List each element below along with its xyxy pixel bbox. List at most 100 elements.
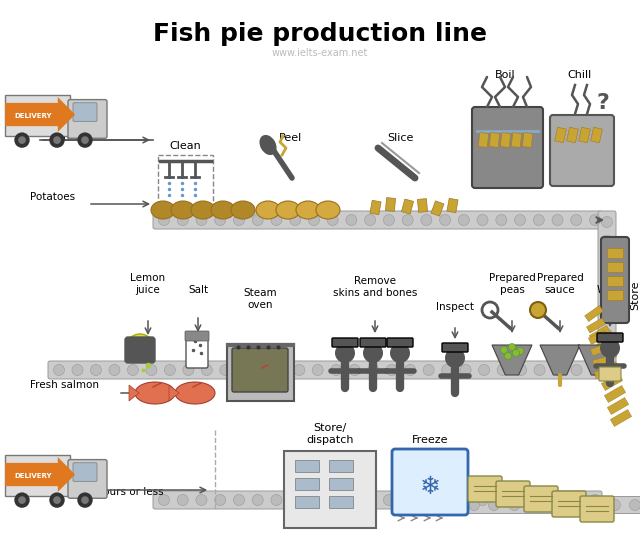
Bar (593, 356, 612, 367)
Circle shape (497, 365, 508, 376)
Circle shape (335, 343, 355, 363)
FancyBboxPatch shape (598, 211, 616, 379)
FancyBboxPatch shape (599, 367, 621, 381)
FancyBboxPatch shape (463, 497, 640, 513)
Circle shape (271, 214, 282, 225)
Circle shape (383, 495, 394, 506)
Text: Steam
oven: Steam oven (243, 289, 277, 310)
Circle shape (589, 214, 600, 225)
FancyBboxPatch shape (227, 344, 294, 401)
Circle shape (14, 492, 29, 508)
Text: ❄: ❄ (419, 475, 440, 499)
FancyBboxPatch shape (472, 107, 543, 188)
Text: Lemon
juice: Lemon juice (131, 274, 166, 295)
Text: Prepared
sauce: Prepared sauce (536, 274, 584, 295)
Circle shape (602, 291, 612, 302)
Circle shape (533, 495, 544, 506)
Bar (511, 133, 522, 148)
Circle shape (589, 500, 600, 511)
Polygon shape (169, 385, 179, 401)
Ellipse shape (171, 201, 195, 219)
Circle shape (516, 347, 524, 355)
Circle shape (331, 365, 342, 376)
Circle shape (458, 495, 469, 506)
FancyBboxPatch shape (232, 348, 288, 392)
Circle shape (549, 500, 560, 511)
Ellipse shape (247, 364, 279, 382)
Bar (604, 386, 626, 402)
Circle shape (159, 214, 170, 225)
Bar (401, 199, 413, 214)
Bar (566, 127, 579, 143)
Circle shape (252, 214, 263, 225)
Text: Chill: Chill (568, 70, 592, 80)
Text: Prepared
peas: Prepared peas (488, 274, 536, 295)
FancyBboxPatch shape (5, 97, 75, 132)
Circle shape (290, 495, 301, 506)
Text: Fresh salmon: Fresh salmon (30, 380, 99, 390)
Bar (555, 127, 566, 143)
FancyBboxPatch shape (442, 343, 468, 352)
Circle shape (602, 366, 612, 377)
Bar (522, 133, 532, 148)
Text: Store: Store (630, 280, 640, 310)
Circle shape (589, 495, 600, 506)
Circle shape (177, 214, 188, 225)
Circle shape (477, 214, 488, 225)
FancyBboxPatch shape (360, 338, 386, 347)
Polygon shape (578, 345, 618, 375)
Circle shape (234, 214, 244, 225)
Circle shape (257, 365, 268, 376)
Text: www.ielts-exam.net: www.ielts-exam.net (272, 48, 368, 58)
FancyBboxPatch shape (295, 460, 319, 472)
Text: DELIVERY: DELIVERY (14, 473, 52, 479)
Circle shape (127, 365, 138, 376)
Circle shape (252, 495, 263, 506)
Circle shape (146, 365, 157, 376)
Circle shape (513, 350, 520, 356)
Polygon shape (242, 367, 250, 380)
Circle shape (386, 365, 397, 376)
FancyBboxPatch shape (550, 115, 614, 186)
Bar (500, 133, 511, 148)
FancyBboxPatch shape (580, 496, 614, 522)
Circle shape (421, 214, 432, 225)
Bar (590, 343, 610, 356)
Bar (490, 133, 500, 148)
Circle shape (177, 495, 188, 506)
Circle shape (496, 214, 507, 225)
Ellipse shape (135, 382, 175, 404)
Circle shape (442, 365, 452, 376)
Circle shape (515, 495, 525, 506)
Circle shape (468, 500, 479, 511)
Circle shape (458, 214, 469, 225)
Circle shape (126, 334, 154, 362)
FancyBboxPatch shape (329, 460, 353, 472)
Circle shape (183, 365, 194, 376)
Ellipse shape (175, 382, 215, 404)
Text: 12 hours or less: 12 hours or less (80, 487, 164, 497)
FancyBboxPatch shape (468, 476, 502, 502)
Circle shape (220, 365, 231, 376)
Circle shape (516, 365, 527, 376)
Circle shape (365, 495, 376, 506)
Circle shape (81, 136, 89, 144)
Circle shape (440, 214, 451, 225)
Circle shape (312, 365, 323, 376)
Ellipse shape (276, 201, 300, 219)
Circle shape (72, 365, 83, 376)
FancyBboxPatch shape (5, 95, 70, 136)
Polygon shape (540, 345, 580, 375)
Circle shape (496, 495, 507, 506)
Circle shape (534, 365, 545, 376)
FancyBboxPatch shape (295, 496, 319, 508)
Circle shape (602, 310, 612, 321)
Bar (598, 361, 620, 379)
Circle shape (159, 495, 170, 506)
Circle shape (552, 495, 563, 506)
FancyBboxPatch shape (597, 333, 623, 342)
Bar (602, 374, 623, 391)
Bar (370, 200, 381, 215)
FancyBboxPatch shape (329, 496, 353, 508)
Ellipse shape (296, 201, 320, 219)
